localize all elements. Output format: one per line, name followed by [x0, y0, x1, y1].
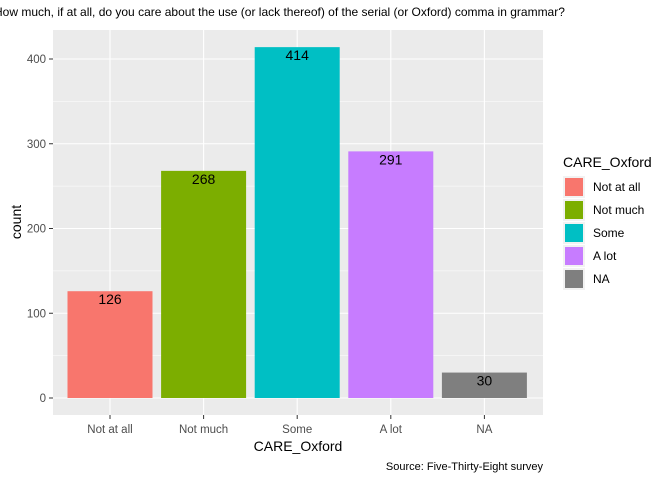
y-tick-label: 300: [27, 139, 46, 151]
y-axis: 0 100 200 300 400: [27, 54, 53, 405]
x-tick-label: Not much: [179, 424, 228, 436]
y-tick-label: 200: [27, 224, 46, 236]
legend-swatch: [565, 201, 583, 219]
bar-value-label: 414: [286, 47, 310, 63]
bar-value-label: 30: [477, 373, 493, 389]
y-axis-title: count: [8, 205, 24, 239]
legend-swatch: [565, 247, 583, 265]
legend-swatch: [565, 224, 583, 242]
legend-swatch: [565, 178, 583, 196]
chart-caption: Source: Five-Thirty-Eight survey: [386, 461, 544, 473]
legend: CARE_Oxford Not at all Not much Some A lot N…: [563, 154, 652, 290]
bars: [67, 47, 527, 398]
bar-value-label: 126: [98, 291, 122, 307]
bar-value-label: 268: [192, 171, 216, 187]
bar-not-at-all: [67, 291, 153, 398]
legend-item-label: A lot: [593, 249, 617, 263]
x-tick-label: A lot: [380, 424, 403, 436]
bar-not-much: [161, 170, 247, 398]
x-axis-title: CARE_Oxford: [254, 438, 343, 454]
y-tick-label: 0: [40, 393, 46, 405]
x-tick-label: Some: [282, 424, 312, 436]
x-axis: Not at all Not much Some A lot NA: [87, 415, 493, 436]
y-tick-label: 100: [27, 308, 46, 320]
y-tick-label: 400: [27, 54, 46, 66]
legend-item-label: Some: [593, 226, 625, 240]
bar-some: [254, 47, 340, 398]
x-tick-label: NA: [476, 424, 492, 436]
chart-title: How much, if at all, do you care about t…: [0, 5, 565, 19]
legend-title: CARE_Oxford: [563, 154, 652, 170]
legend-item-label: Not much: [593, 203, 644, 217]
bar-value-label: 291: [379, 151, 403, 167]
legend-swatch: [565, 270, 583, 288]
bar-labels: 126 268 414 291 30: [98, 47, 492, 388]
bar-na: [441, 372, 527, 398]
bar-a-lot: [348, 151, 434, 398]
legend-item-label: Not at all: [593, 180, 640, 194]
legend-item-label: NA: [593, 272, 610, 286]
x-tick-label: Not at all: [87, 424, 132, 436]
